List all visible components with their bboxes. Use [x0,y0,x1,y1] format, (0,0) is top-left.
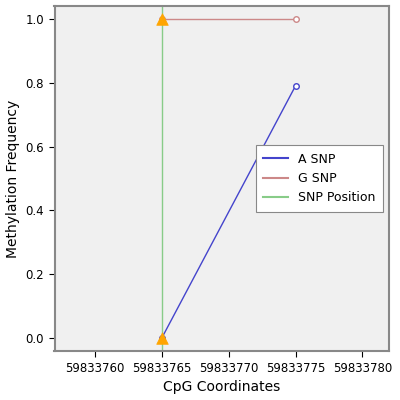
X-axis label: CpG Coordinates: CpG Coordinates [163,380,280,394]
Point [158,16,165,22]
Legend: A SNP, G SNP, SNP Position: A SNP, G SNP, SNP Position [256,145,383,212]
Y-axis label: Methylation Frequency: Methylation Frequency [6,99,20,258]
Point [158,335,165,342]
